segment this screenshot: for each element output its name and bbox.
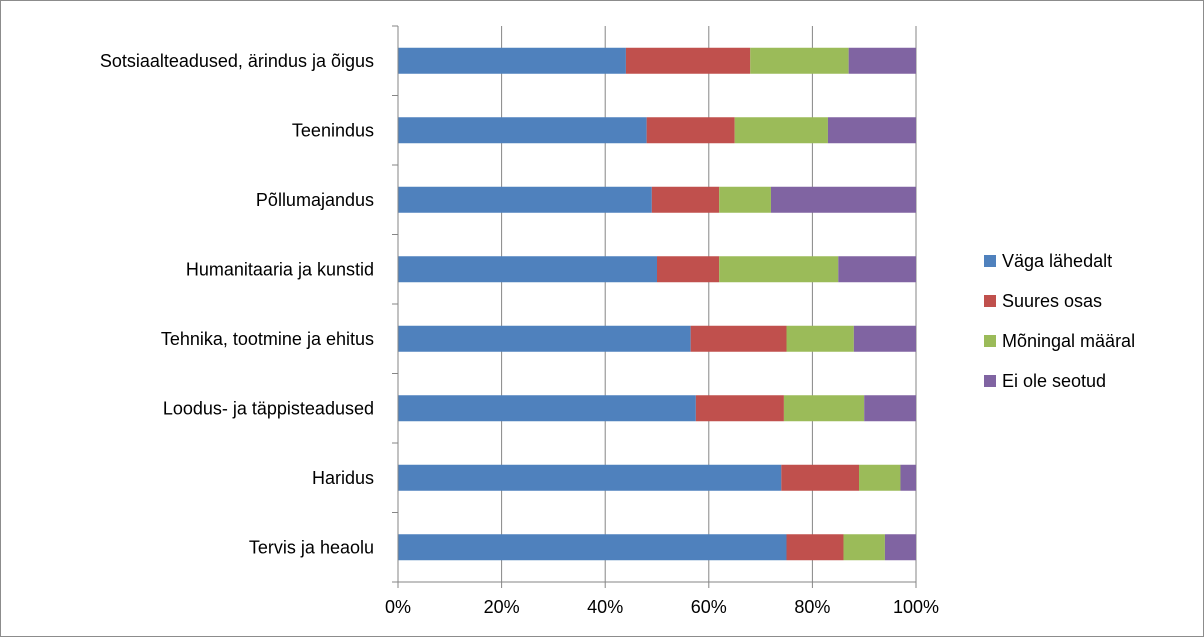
x-tick-label: 20% [484,597,520,617]
bar-segment [843,534,885,561]
bar-segment [646,117,735,144]
x-tick-label: 40% [587,597,623,617]
bar-segment [848,47,916,74]
bar-segment [864,395,916,422]
bar-segment [853,325,916,352]
bar-segment [750,47,849,74]
bar-segment [398,325,691,352]
bar-segment [695,395,784,422]
bar-segment [786,325,854,352]
legend-swatch [984,255,996,267]
bar-segment [690,325,787,352]
bar-segment [786,534,844,561]
bar-segment [657,256,720,283]
bar-segment [770,186,916,213]
bar-segment [719,256,839,283]
legend: Väga lähedalt Suures osas Mõningal määral E… [984,251,1135,391]
category-label: Loodus- ja täppisteadused [163,398,374,418]
bar-segment [625,47,751,74]
bar-segment [398,256,657,283]
bar-segment [398,395,696,422]
bar-segment [734,117,828,144]
legend-swatch [984,335,996,347]
bar-segment [827,117,916,144]
x-tick-label: 100% [893,597,939,617]
category-label: Põllumajandus [256,190,374,210]
bar-segment [398,47,626,74]
x-tick-label: 60% [691,597,727,617]
legend-swatch [984,375,996,387]
bar-segment [398,117,647,144]
bar-segment [900,464,916,491]
bar-segment [398,186,652,213]
bar-segment [884,534,916,561]
legend-label: Ei ole seotud [1002,371,1106,391]
bar-segment [719,186,771,213]
legend-label: Mõningal määral [1002,331,1135,351]
category-label: Tehnika, tootmine ja ehitus [161,329,374,349]
gridlines [501,26,917,582]
bar-segment [398,534,787,561]
legend-label: Suures osas [1002,291,1102,311]
bar-segment [859,464,901,491]
category-label: Haridus [312,468,374,488]
bar-segment [651,186,720,213]
category-label: Tervis ja heaolu [249,537,374,557]
bars [398,47,916,561]
x-tick-label: 80% [794,597,830,617]
category-label: Sotsiaalteadused, ärindus ja õigus [100,51,374,71]
bar-segment [838,256,916,283]
axes: 0% 20% 40% 60% 80% 100% Sotsiaalteadused, ärin… [100,25,939,617]
legend-label: Väga lähedalt [1002,251,1112,271]
bar-segment [781,464,860,491]
legend-swatch [984,295,996,307]
category-label: Humanitaaria ja kunstid [186,259,374,279]
x-tick-label: 0% [385,597,411,617]
bar-segment [783,395,865,422]
bar-segment [398,464,782,491]
category-label: Teenindus [292,120,374,140]
